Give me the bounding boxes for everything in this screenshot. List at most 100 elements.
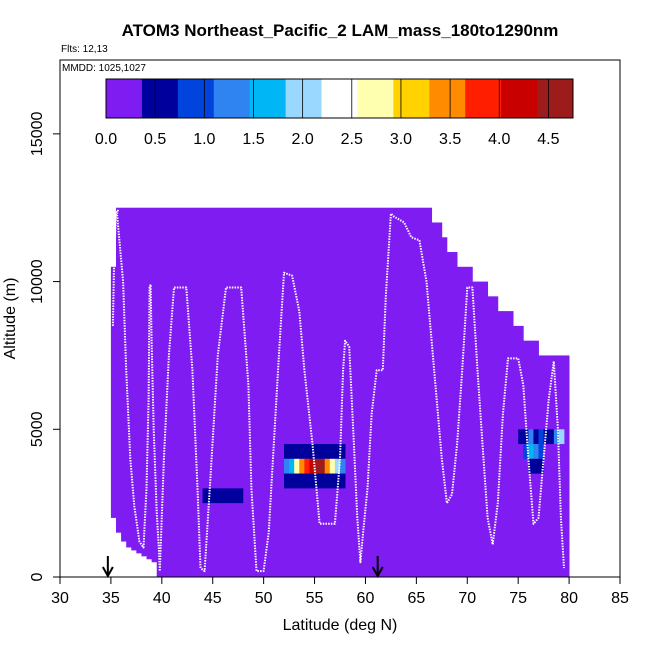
heatmap-column	[161, 207, 168, 577]
colorbar-segment	[321, 79, 358, 118]
x-tick-label: 60	[357, 590, 375, 607]
heatmap-column	[441, 237, 448, 577]
heatmap-column	[289, 207, 295, 577]
colorbar-segment	[393, 79, 430, 118]
heatmap-column	[263, 207, 270, 577]
heatmap-column	[334, 207, 341, 577]
x-tick-label: 55	[306, 590, 324, 607]
heatmap-cell	[528, 458, 534, 474]
colorbar-segment	[465, 79, 502, 118]
heatmap-column	[553, 355, 560, 577]
heatmap-column	[558, 355, 565, 577]
heatmap-cell	[304, 473, 310, 489]
heatmap-column	[202, 207, 209, 577]
heatmap-column	[355, 207, 361, 577]
heatmap-cell	[329, 444, 336, 459]
heatmap-cell	[558, 429, 565, 445]
arrow-head	[371, 566, 384, 579]
heatmap-cell	[238, 488, 244, 504]
heatmap-column	[436, 222, 443, 577]
heatmap-column	[401, 207, 407, 577]
mmdd-label: MMDD: 1025,1027	[62, 63, 146, 74]
x-tick-label: 45	[204, 590, 222, 607]
heatmap-cell	[212, 488, 219, 504]
heatmap-column	[390, 207, 397, 577]
colorbar-segment	[429, 79, 466, 118]
heatmap-cell	[222, 488, 229, 504]
heatmap-cell	[533, 458, 539, 474]
x-tick-label: 30	[51, 590, 69, 607]
heatmap-column	[492, 296, 499, 577]
colorbar-segment	[285, 79, 322, 118]
heatmap-column	[416, 207, 422, 577]
arrow-layer	[101, 556, 384, 579]
heatmap-cell	[334, 444, 341, 459]
heatmap-column	[365, 207, 371, 577]
heatmap-column	[487, 296, 494, 577]
heatmap-column	[452, 252, 458, 577]
heatmap-cell	[299, 458, 305, 474]
heatmap-column	[156, 207, 163, 577]
heatmap-cell	[284, 444, 290, 459]
colorbar-tick-label: 0.0	[95, 131, 117, 148]
x-axis: 30 35 40 45 50 55 60 65 70 75 80 85	[51, 577, 629, 607]
colorbar-tick-label: 4.5	[537, 131, 559, 148]
heatmap-column	[131, 207, 137, 551]
heatmap-column	[329, 207, 336, 577]
x-tick-label: 85	[611, 590, 629, 607]
heatmap-column	[233, 207, 239, 577]
heatmap-column	[396, 207, 402, 577]
colorbar-segment	[537, 79, 574, 118]
colorbar: 0.0 0.5 1.0 1.5 2.0 2.5 3.0 3.5 4.0 4.5	[95, 78, 574, 148]
heatmap-column	[110, 266, 117, 518]
heatmap-cell	[289, 473, 295, 489]
heatmap-cell	[548, 429, 555, 445]
heatmap-cell	[319, 458, 326, 474]
colorbar-tick-label: 1.5	[242, 131, 264, 148]
heatmap-column	[375, 207, 382, 577]
heatmap-cell	[228, 488, 234, 504]
heatmap-column	[411, 207, 417, 577]
heatmap-column	[136, 207, 142, 554]
heatmap-column	[207, 207, 214, 577]
heatmap-cell	[314, 473, 321, 489]
heatmap-cell	[538, 458, 545, 474]
y-tick-label: 5000	[29, 411, 46, 447]
heatmap-column	[192, 207, 198, 577]
heatmap-cell	[340, 444, 346, 459]
heatmap-column	[421, 207, 427, 577]
heatmap-cell	[304, 458, 310, 474]
heatmap-column	[228, 207, 234, 577]
heatmap-cell	[528, 429, 534, 445]
y-tick-label: 15000	[29, 112, 46, 157]
heatmap-cell	[294, 473, 300, 489]
heatmap-column	[273, 207, 280, 577]
heatmap-cell	[289, 444, 295, 459]
heatmap-column	[564, 355, 570, 577]
arrow-head	[101, 566, 114, 579]
heatmap-column	[268, 207, 275, 577]
heatmap-cell	[533, 429, 539, 445]
heatmap-cell	[202, 488, 209, 504]
colorbar-tick-label: 2.0	[292, 131, 314, 148]
data-layer	[110, 207, 570, 577]
heatmap-cell	[340, 473, 346, 489]
heatmap-column	[284, 207, 290, 577]
heatmap-column	[126, 207, 132, 548]
heatmap-cell	[233, 488, 239, 504]
colorbar-segment	[501, 79, 538, 118]
heatmap-column	[146, 207, 153, 560]
heatmap-column	[187, 207, 193, 577]
heatmap-column	[151, 207, 158, 563]
colorbar-segment	[213, 79, 251, 118]
heatmap-cell	[299, 473, 305, 489]
x-tick-label: 80	[560, 590, 578, 607]
x-tick-label: 50	[255, 590, 273, 607]
heatmap-column	[258, 207, 265, 577]
heatmap-cell	[533, 444, 539, 459]
heatmap-cell	[294, 458, 300, 474]
heatmap-column	[406, 207, 412, 577]
heatmap-column	[518, 325, 524, 577]
colorbar-segment	[177, 79, 215, 118]
